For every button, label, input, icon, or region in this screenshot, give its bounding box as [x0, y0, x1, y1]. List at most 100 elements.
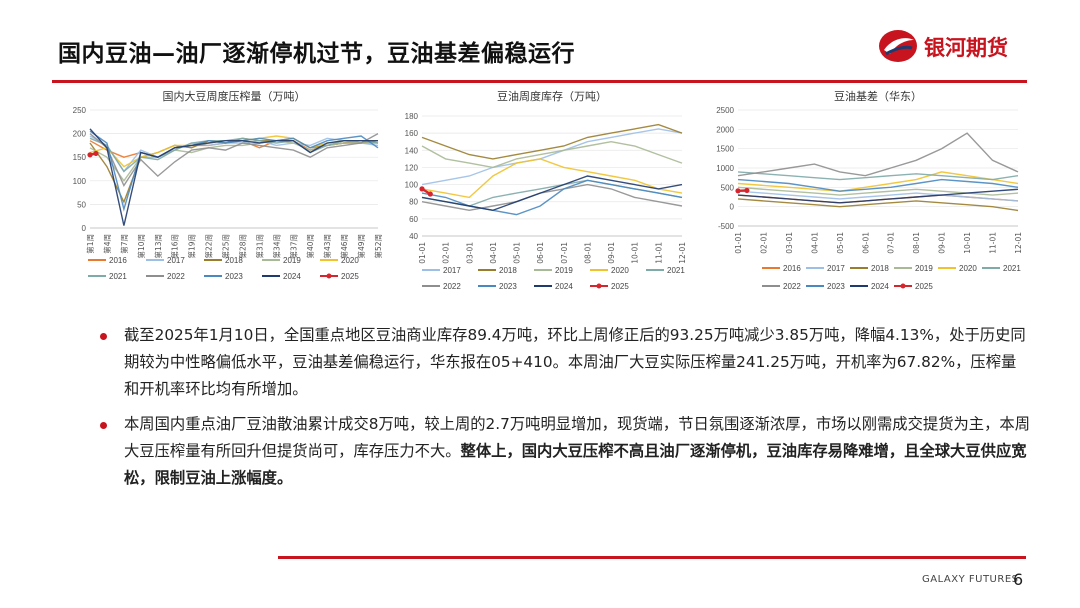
legend-label: 2021 [109, 272, 127, 281]
bullet-item: 本周国内重点油厂豆油散油累计成交8万吨，较上周的2.7万吨明显增加，现货端，节日… [100, 411, 1030, 492]
chart-title: 豆油周度库存（万吨） [497, 89, 607, 103]
footer-brand: GALAXY FUTURES [922, 574, 1019, 585]
legend-label: 2023 [827, 282, 845, 291]
bullet-text: 本周国内重点油厂豆油散油累计成交8万吨，较上周的2.7万吨明显增加，现货端，节日… [124, 415, 1030, 460]
x-tick-label: 01-01 [418, 242, 427, 264]
series-line-2018 [421, 123, 683, 160]
series-line-2024 [737, 188, 1019, 204]
x-tick-label: 02-01 [442, 242, 451, 264]
y-tick-label: 1500 [716, 145, 734, 154]
legend-marker-2025 [900, 283, 906, 289]
y-tick-label: 60 [409, 215, 418, 224]
series-line-2022 [737, 132, 1019, 177]
series-point-2025 [87, 152, 93, 158]
x-tick-label: 第10周 [136, 234, 146, 259]
series-line-2021 [737, 171, 1019, 181]
x-tick-label: 08-01 [912, 232, 921, 254]
y-tick-label: 160 [405, 129, 419, 138]
series-line-2017 [421, 128, 683, 186]
y-tick-label: 120 [405, 163, 419, 172]
y-tick-label: 250 [73, 106, 87, 115]
series-point-2025 [427, 191, 433, 197]
bullet-item: 截至2025年1月10日，全国重点地区豆油商业库存89.4万吨，环比上周修正后的… [100, 322, 1030, 403]
x-tick-label: 第7周 [119, 234, 129, 254]
x-tick-label: 07-01 [560, 242, 569, 264]
series-line-2019 [421, 140, 683, 169]
legend-label: 2025 [915, 282, 933, 291]
page-title: 国内豆油—油厂逐渐停机过节，豆油基差偏稳运行 [58, 41, 575, 67]
legend-label: 2024 [871, 282, 889, 291]
series-line-2017 [737, 190, 1019, 202]
x-tick-label: 11-01 [654, 242, 663, 264]
y-tick-label: 2000 [716, 125, 734, 134]
legend-label: 2023 [225, 272, 243, 281]
legend-marker-2025 [596, 283, 602, 289]
legend-label: 2018 [225, 256, 243, 265]
y-tick-label: 2500 [716, 106, 734, 115]
y-tick-label: 180 [405, 112, 419, 121]
legend-label: 2024 [283, 272, 301, 281]
legend-label: 2022 [783, 282, 801, 291]
series-line-2020 [421, 158, 683, 199]
page-number: 6 [1013, 570, 1024, 589]
series-point-2025 [735, 188, 741, 194]
chart-title: 国内大豆周度压榨量（万吨） [163, 89, 306, 103]
legend-label: 2022 [167, 272, 185, 281]
y-tick-label: 100 [73, 177, 87, 186]
legend-label: 2019 [283, 256, 301, 265]
x-tick-label: 05-01 [513, 242, 522, 264]
y-tick-label: 50 [77, 200, 86, 209]
chart-crush-volume: 国内大豆周度压榨量（万吨） 0 50 100 150 200 250 第1周 第4周 第7周 第10… [58, 88, 388, 303]
legend-label: 2020 [959, 264, 977, 273]
series-line-2023 [737, 178, 1019, 192]
y-tick-label: 150 [73, 153, 87, 162]
x-tick-label: 12-01 [1014, 232, 1023, 254]
legend-label: 2017 [167, 256, 185, 265]
x-tick-label: 第1周 [85, 234, 95, 254]
y-tick-label: -500 [718, 222, 735, 231]
series-line-2020 [737, 171, 1019, 192]
legend-marker-2025 [326, 273, 332, 279]
y-tick-label: 100 [405, 181, 419, 190]
series-point-2025 [744, 187, 750, 194]
legend-label: 2017 [443, 266, 461, 275]
x-tick-label: 02-01 [759, 232, 768, 254]
y-tick-label: 1000 [716, 164, 734, 173]
x-tick-label: 03-01 [785, 232, 794, 254]
x-tick-label: 09-01 [607, 242, 616, 264]
x-tick-label: 10-01 [631, 242, 640, 264]
legend-label: 2025 [341, 272, 359, 281]
x-tick-label: 12-01 [678, 242, 687, 264]
x-tick-label: 08-01 [583, 242, 592, 264]
legend-label: 2020 [341, 256, 359, 265]
chart-crush-volume-svg: 国内大豆周度压榨量（万吨） 0 50 100 150 200 250 第1周 第4周 第7周 第10… [73, 89, 383, 281]
x-tick-label: 第34周 [271, 234, 281, 259]
legend-label: 2016 [109, 256, 127, 265]
x-tick-label: 第25周 [221, 234, 231, 259]
series-line-2024 [421, 175, 683, 212]
x-tick-label: 第46周 [339, 234, 349, 259]
legend-label: 2019 [555, 266, 573, 275]
series-line-2021 [421, 179, 683, 207]
x-tick-label: 第4周 [102, 234, 112, 254]
x-tick-label: 第40周 [305, 234, 315, 259]
x-tick-label: 第22周 [204, 234, 214, 259]
series-line-2018 [737, 198, 1019, 212]
y-tick-label: 140 [405, 146, 419, 155]
x-tick-label: 01-01 [734, 232, 743, 254]
chart-soyoil-inventory-svg: 豆油周度库存（万吨） 40 60 80 100 120 140 160 180 01-01 02-0… [405, 89, 687, 291]
bullet-dot [100, 333, 107, 340]
x-tick-label: 04-01 [810, 232, 819, 254]
x-tick-label: 11-01 [989, 232, 998, 254]
y-tick-label: 0 [730, 203, 735, 212]
x-tick-label: 第31周 [254, 234, 264, 259]
y-tick-label: 200 [73, 130, 87, 139]
legend-label: 2019 [915, 264, 933, 273]
legend-label: 2018 [499, 266, 517, 275]
series-point-2025 [93, 150, 99, 157]
x-tick-label: 10-01 [963, 232, 972, 254]
x-tick-label: 03-01 [465, 242, 474, 264]
series-line-2024 [89, 128, 378, 226]
series-point-2025 [419, 186, 425, 192]
bullet-text: 截至2025年1月10日，全国重点地区豆油商业库存89.4万吨，环比上周修正后的… [124, 326, 1026, 398]
